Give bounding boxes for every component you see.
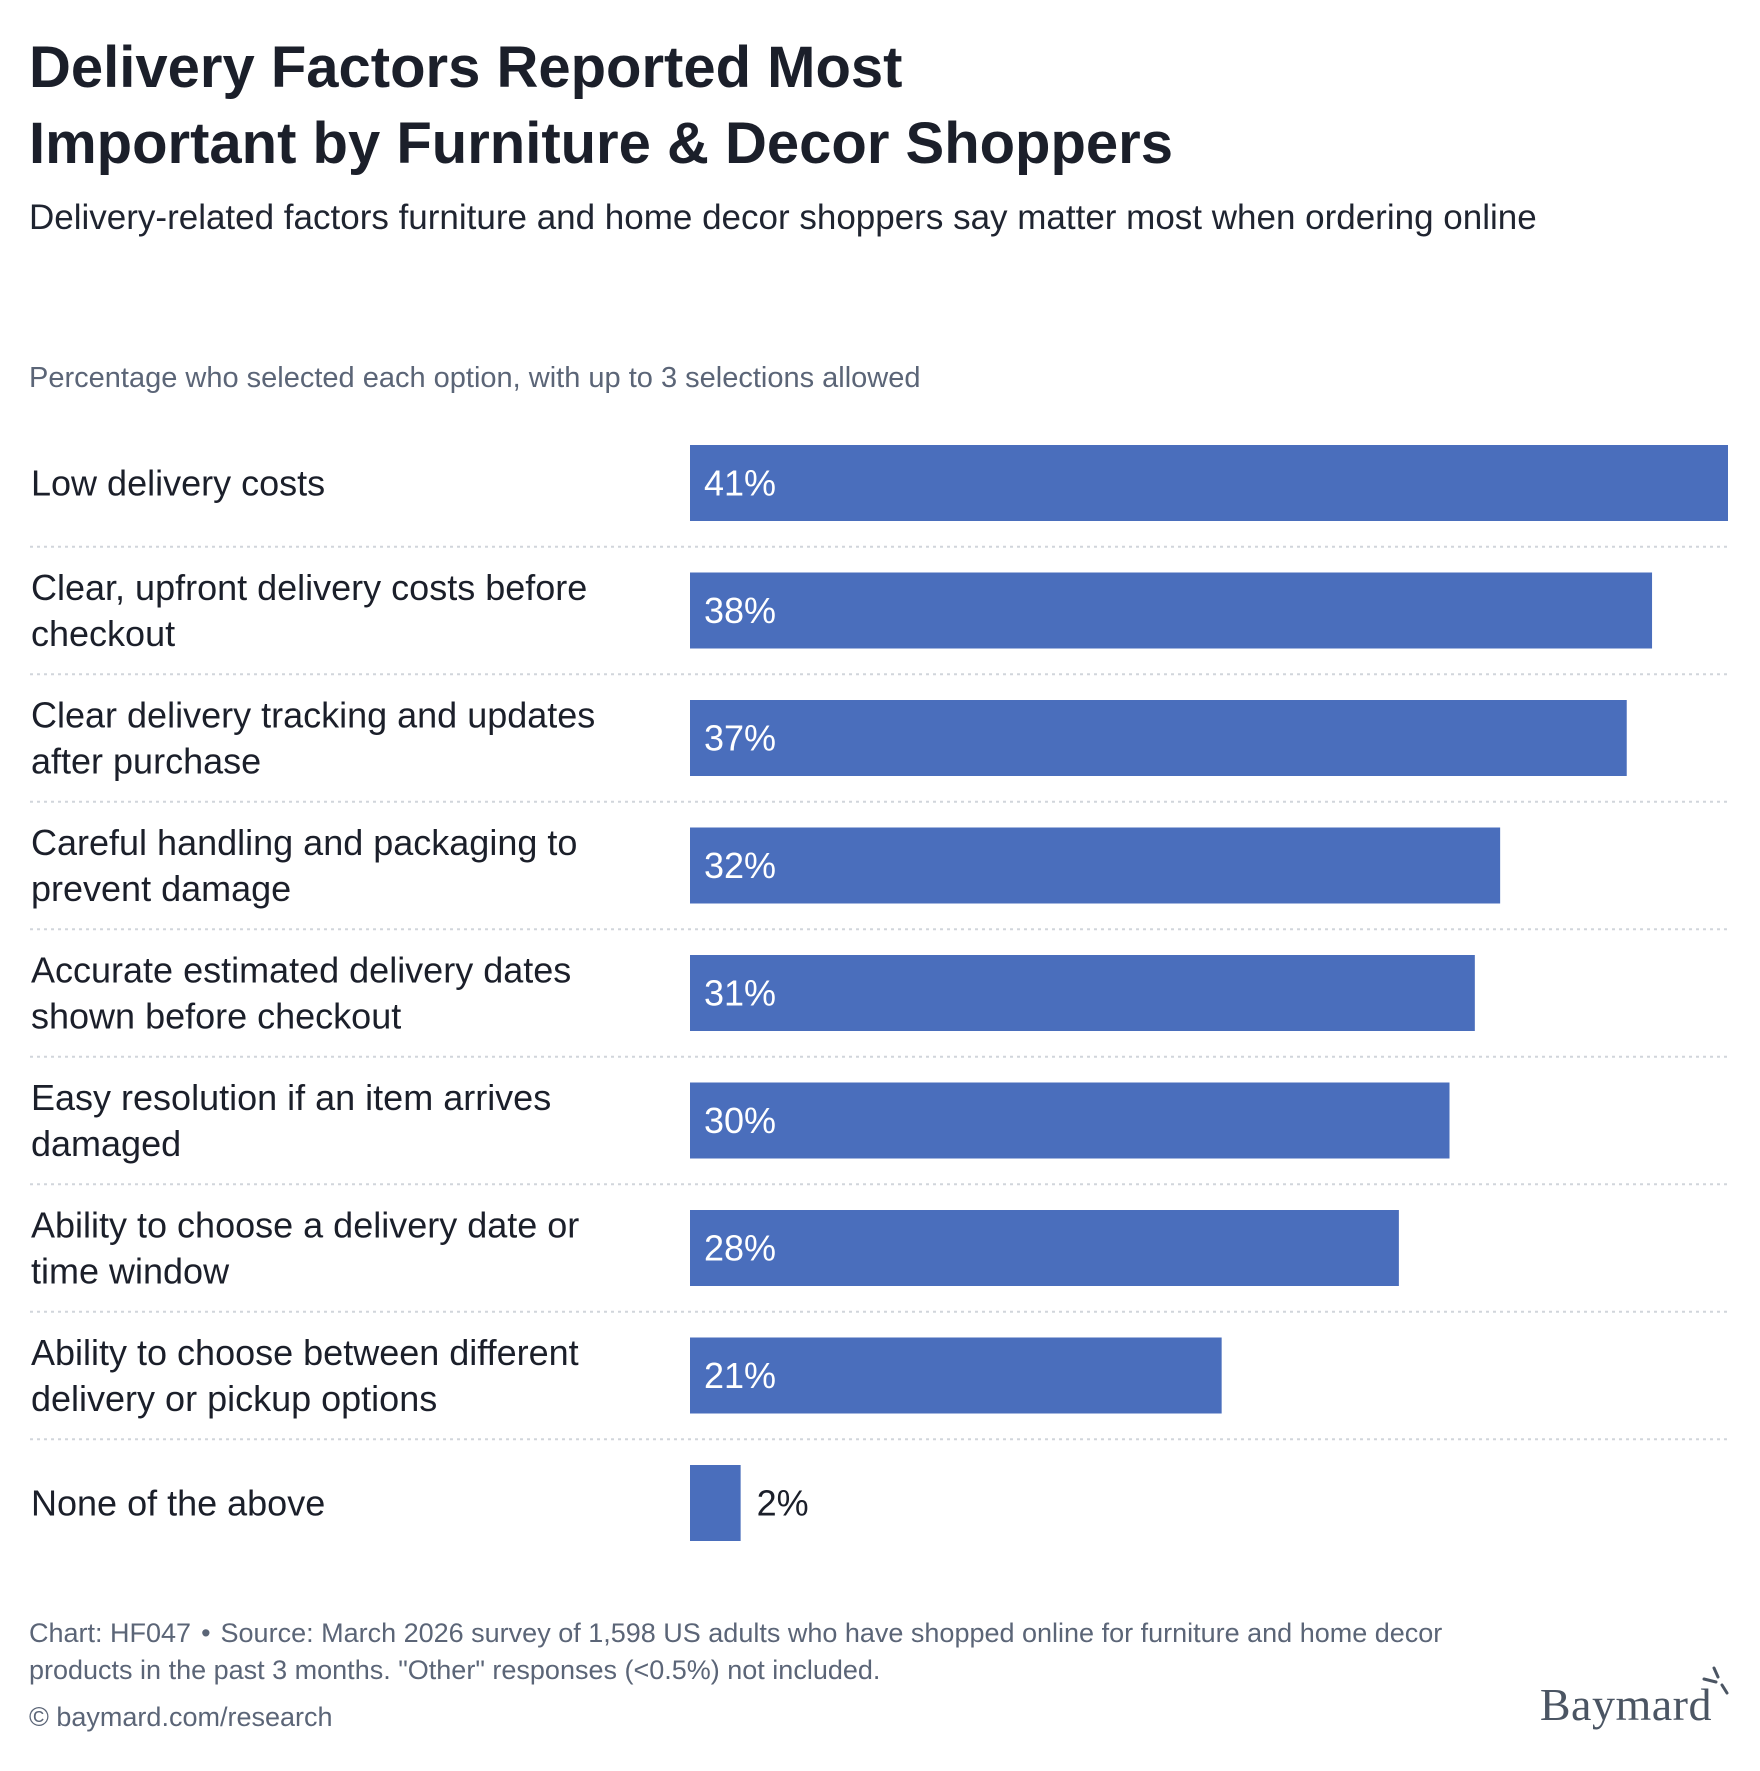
bar-value-label: 37% [704, 718, 776, 759]
category-label: Easy resolution if an item arrives [31, 1077, 551, 1118]
chart-title-line-1: Delivery Factors Reported Most [29, 35, 903, 100]
category-label: Low delivery costs [31, 463, 325, 504]
footer-separator: • [201, 1618, 211, 1648]
bar [690, 827, 1501, 904]
bar [690, 700, 1627, 776]
bar [690, 572, 1653, 649]
source-note: Source: March 2026 survey of 1,598 US ad… [29, 1618, 1443, 1685]
category-label: Careful handling and packaging to [31, 822, 577, 863]
bar-value-label: 30% [704, 1100, 776, 1141]
bar-value-label: 28% [704, 1228, 776, 1269]
chart-note: Percentage who selected each option, wit… [29, 362, 921, 394]
bar-value-label: 2% [757, 1483, 809, 1524]
chart-title: Delivery Factors Reported Most Important… [29, 30, 1729, 182]
category-label: time window [31, 1251, 230, 1292]
bar-value-label: 32% [704, 845, 776, 886]
category-label: delivery or pickup options [31, 1378, 437, 1419]
chart-footer: Chart: HF047 • Source: March 2026 survey o… [29, 1615, 1509, 1689]
logo-wordmark: Baymard [1539, 1679, 1712, 1730]
category-label: Accurate estimated delivery dates [31, 950, 571, 991]
chart-id: Chart: HF047 [29, 1618, 192, 1648]
category-label: after purchase [31, 741, 261, 782]
category-label: Ability to choose between different [31, 1332, 579, 1373]
logo-spark-icon [1702, 1666, 1729, 1695]
category-label: Ability to choose a delivery date or [31, 1205, 579, 1246]
bar [690, 955, 1475, 1031]
category-label: damaged [31, 1123, 181, 1164]
bar-chart: Low delivery costs 41% Clear, upfront deli… [30, 445, 1728, 1541]
category-label: shown before checkout [31, 996, 401, 1037]
bar [690, 1210, 1399, 1286]
bar-value-label: 41% [704, 463, 776, 504]
category-label: checkout [31, 613, 175, 654]
bar-value-label: 21% [704, 1355, 776, 1396]
category-label: None of the above [31, 1483, 325, 1524]
category-label: prevent damage [31, 868, 291, 909]
chart-subtitle: Delivery-related factors furniture and h… [29, 198, 1537, 237]
category-label: Clear, upfront delivery costs before [31, 567, 587, 608]
bar-value-label: 31% [704, 973, 776, 1014]
credit-link[interactable]: © baymard.com/research [29, 1702, 333, 1732]
baymard-logo: Baymard [1510, 1665, 1730, 1735]
bar-value-label: 38% [704, 590, 776, 631]
bar [690, 1337, 1222, 1414]
chart-title-line-2: Important by Furniture & Decor Shoppers [29, 111, 1173, 176]
bar [690, 445, 1728, 521]
bar [690, 1465, 741, 1541]
bar [690, 1082, 1450, 1159]
category-label: Clear delivery tracking and updates [31, 695, 595, 736]
